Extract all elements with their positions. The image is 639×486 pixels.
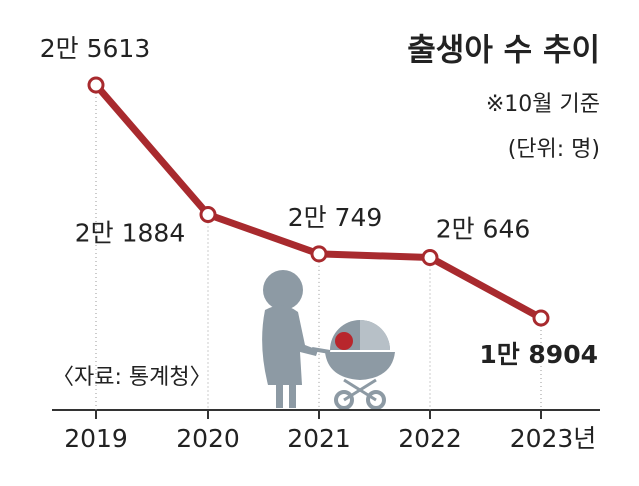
x-tick-label: 2022 bbox=[398, 424, 462, 453]
value-label: 1만 8904 bbox=[479, 340, 598, 369]
source-label: 〈자료: 통계청〉 bbox=[52, 365, 212, 390]
data-point bbox=[87, 76, 105, 94]
chart-subtitle: ※10월 기준 bbox=[486, 92, 600, 117]
value-label: 2만 646 bbox=[436, 215, 531, 244]
value-label: 2만 1884 bbox=[75, 219, 185, 248]
value-label: 2만 5613 bbox=[40, 34, 150, 63]
data-point bbox=[532, 309, 550, 327]
x-tick-label: 2021 bbox=[287, 424, 351, 453]
x-tick-label: 2023년 bbox=[510, 424, 597, 453]
x-tick-label: 2020 bbox=[176, 424, 240, 453]
illustration bbox=[262, 270, 395, 410]
data-point bbox=[310, 245, 328, 263]
value-label: 2만 749 bbox=[288, 203, 383, 232]
data-point bbox=[421, 249, 439, 267]
chart-title: 출생아 수 추이 bbox=[407, 33, 600, 69]
unit-label: (단위: 명) bbox=[508, 137, 600, 162]
x-tick-label: 2019 bbox=[64, 424, 128, 453]
data-point bbox=[199, 206, 217, 224]
data-line bbox=[93, 82, 543, 322]
